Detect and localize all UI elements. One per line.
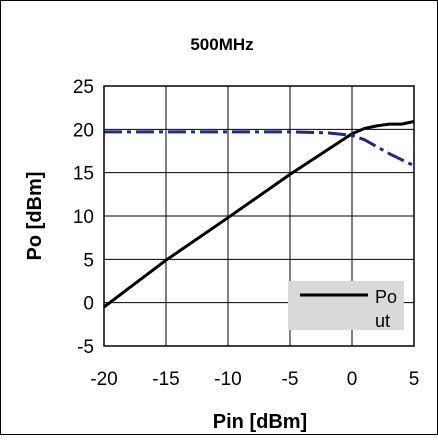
legend-label-line2: ut — [375, 311, 390, 331]
x-tick-label: -20 — [90, 369, 117, 390]
x-tick-label: -10 — [214, 369, 241, 390]
legend: Po ut — [288, 281, 404, 331]
x-tick-label: 5 — [409, 369, 420, 390]
x-axis-label: Pin [dBm] — [213, 411, 307, 433]
y-axis-label: Po [dBm] — [24, 172, 46, 261]
y-tick-label: 20 — [73, 120, 94, 141]
x-tick-labels: -20 -15 -10 -5 0 5 — [90, 369, 419, 390]
series-line-pout — [103, 120, 415, 309]
y-tick-label: -5 — [77, 337, 94, 358]
y-tick-label: 5 — [83, 250, 94, 271]
x-tick-label: -15 — [152, 369, 179, 390]
series-line-dash-dot — [104, 130, 415, 168]
y-tick-label: 15 — [73, 164, 94, 185]
y-tick-labels: 25 20 15 10 5 0 -5 — [73, 77, 94, 358]
y-tick-label: 0 — [83, 294, 94, 315]
legend-box — [288, 281, 404, 330]
plot-frame — [103, 85, 415, 347]
x-tick-label: 0 — [347, 369, 358, 390]
y-tick-label: 10 — [73, 207, 94, 228]
x-tick-label: -5 — [282, 369, 299, 390]
chart-title: 500MHz — [190, 35, 253, 54]
series-layer — [103, 120, 415, 309]
legend-label-line1: Po — [375, 287, 397, 307]
y-tick-label: 25 — [73, 77, 94, 98]
